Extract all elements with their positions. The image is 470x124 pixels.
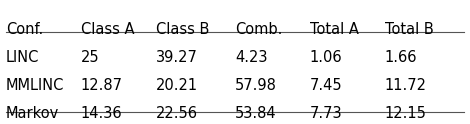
Text: 12.87: 12.87 <box>81 78 123 93</box>
Text: Conf.: Conf. <box>6 22 43 37</box>
Text: Markov: Markov <box>6 106 59 121</box>
Text: 7.73: 7.73 <box>310 106 342 121</box>
Text: Comb.: Comb. <box>235 22 282 37</box>
Text: 39.27: 39.27 <box>156 50 197 65</box>
Text: Class B: Class B <box>156 22 209 37</box>
Text: 4.23: 4.23 <box>235 50 267 65</box>
Text: 53.84: 53.84 <box>235 106 277 121</box>
Text: 12.15: 12.15 <box>384 106 426 121</box>
Text: 25: 25 <box>81 50 100 65</box>
Text: 57.98: 57.98 <box>235 78 277 93</box>
Text: 14.36: 14.36 <box>81 106 123 121</box>
Text: 7.45: 7.45 <box>310 78 342 93</box>
Text: LINC: LINC <box>6 50 39 65</box>
Text: 22.56: 22.56 <box>156 106 197 121</box>
Text: Class A: Class A <box>81 22 134 37</box>
Text: 11.72: 11.72 <box>384 78 426 93</box>
Text: 1.66: 1.66 <box>384 50 417 65</box>
Text: Total B: Total B <box>384 22 433 37</box>
Text: 20.21: 20.21 <box>156 78 198 93</box>
Text: 1.06: 1.06 <box>310 50 342 65</box>
Text: Total A: Total A <box>310 22 359 37</box>
Text: MMLINC: MMLINC <box>6 78 64 93</box>
